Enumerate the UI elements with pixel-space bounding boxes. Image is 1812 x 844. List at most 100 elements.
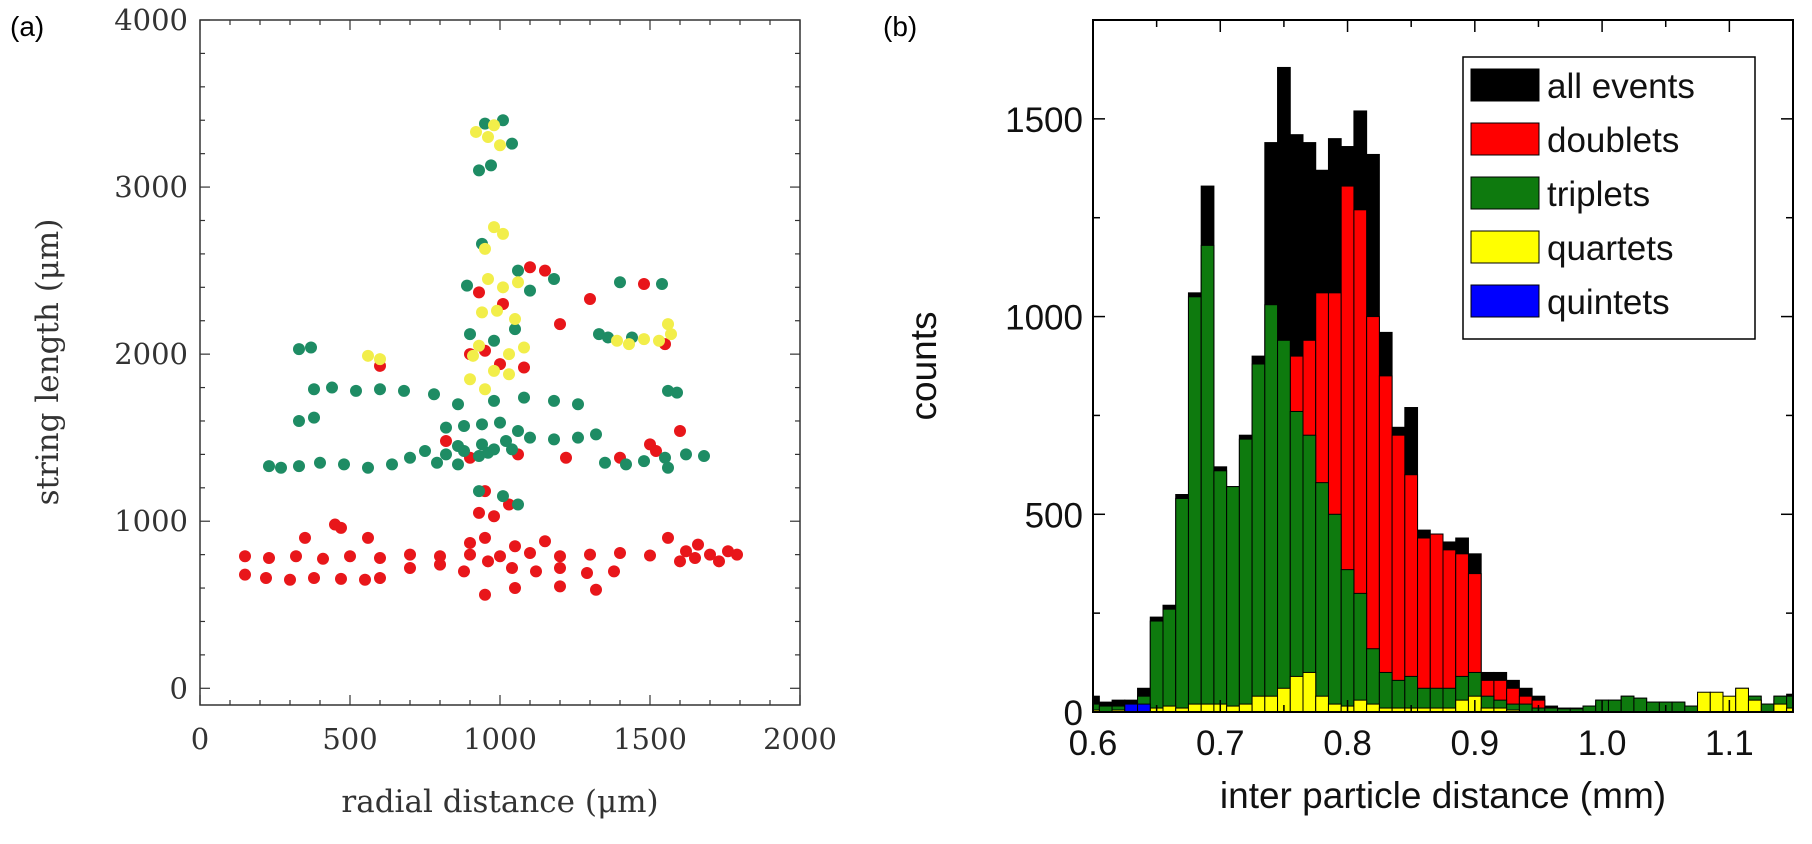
bar-quartets	[1735, 687, 1749, 713]
doublets-point	[509, 540, 521, 553]
bar-triplets	[1760, 703, 1775, 713]
doublets-point	[434, 558, 446, 571]
doublets-point	[473, 286, 485, 299]
triplets-point	[488, 334, 500, 347]
triplets-point	[293, 460, 305, 473]
legend-label-all-events: all events	[1547, 67, 1695, 106]
doublets-point	[317, 552, 329, 565]
doublets-point	[335, 521, 347, 534]
quartets-point	[488, 364, 500, 377]
triplets-point	[458, 419, 470, 432]
y-tick-label-a: 4000	[114, 3, 188, 37]
doublets-point	[554, 550, 566, 563]
triplets-point	[620, 458, 632, 471]
triplets-point	[680, 448, 692, 461]
doublets-point	[260, 572, 272, 585]
doublets-point	[584, 293, 596, 306]
triplets-point	[374, 383, 386, 396]
legend-label-triplets: triplets	[1547, 175, 1650, 214]
quartets-point	[476, 306, 488, 319]
triplets-point	[638, 455, 650, 468]
doublets-point	[662, 531, 674, 544]
doublets-point	[554, 580, 566, 593]
doublets-point	[560, 451, 572, 464]
bar-quartets	[1315, 695, 1329, 713]
triplets-point	[398, 384, 410, 397]
quartets-point	[638, 333, 650, 346]
quartets-point	[470, 125, 482, 138]
doublets-point	[458, 565, 470, 578]
doublets-point	[473, 506, 485, 519]
bar-triplets	[1264, 304, 1279, 713]
bar-triplets	[1607, 699, 1622, 713]
triplets-point	[440, 421, 452, 434]
quartets-point	[362, 349, 374, 362]
quartets-point	[482, 272, 494, 285]
quartets-point	[662, 318, 674, 331]
doublets-point	[344, 550, 356, 563]
triplets-point	[338, 458, 350, 471]
doublets-point	[524, 546, 536, 559]
triplets-point	[275, 461, 287, 474]
triplets-point	[431, 456, 443, 469]
doublets-point	[404, 548, 416, 561]
chart-b: (b) 0.6 0.7 0.8 0.9 1.0 1.1 0 500 1000 1500 inter…	[883, 11, 1794, 816]
bar-quartets	[1251, 695, 1266, 713]
doublets-point	[689, 551, 701, 564]
doublets-point	[584, 548, 596, 561]
triplets-point	[497, 114, 509, 127]
x-tick-label-a: 500	[322, 722, 377, 756]
scatter-points-a	[239, 114, 743, 601]
doublets-point	[722, 545, 734, 558]
bar-triplets	[1315, 482, 1329, 713]
triplets-point	[476, 418, 488, 431]
x-tick-label-a: 0	[191, 722, 209, 756]
triplets-point	[506, 137, 518, 150]
x-axis-label-b: inter particle distance (mm)	[1220, 775, 1666, 816]
doublets-point	[524, 261, 536, 274]
triplets-point	[308, 411, 320, 424]
tick-group-b: 0.6 0.7 0.8 0.9 1.0 1.1 0 500 1000 1500	[1005, 19, 1794, 763]
bar-quartets	[1327, 703, 1342, 713]
x-tick-label-a: 1500	[613, 722, 687, 756]
doublets-point	[284, 573, 296, 586]
quartets-point	[494, 139, 506, 152]
triplets-point	[506, 443, 518, 456]
doublets-point	[614, 546, 626, 559]
triplets-point	[590, 428, 602, 441]
legend-swatch-triplets	[1470, 176, 1540, 210]
bar-group-b	[1092, 66, 1794, 713]
x-tick-label-a: 2000	[763, 722, 837, 756]
bar-triplets	[1162, 608, 1177, 713]
triplets-point	[404, 451, 416, 464]
triplets-point	[512, 425, 524, 437]
triplets-point	[497, 490, 509, 503]
bar-quartets	[1773, 703, 1788, 713]
doublets-point	[530, 565, 542, 578]
bar-quartets	[1366, 703, 1380, 713]
x-tick-label-b: 0.6	[1069, 724, 1118, 763]
triplets-point	[326, 381, 338, 394]
triplets-point	[476, 438, 488, 451]
triplets-point	[485, 159, 497, 172]
bar-doublets	[1417, 537, 1431, 713]
quartets-point	[665, 328, 677, 341]
bar-quartets	[1238, 703, 1253, 713]
doublets-point	[644, 549, 656, 562]
doublets-point	[608, 565, 620, 578]
triplets-point	[572, 431, 584, 444]
doublets-point	[674, 555, 686, 568]
bar-quartets	[1747, 699, 1762, 713]
doublets-point	[482, 555, 494, 568]
doublets-point	[554, 318, 566, 331]
triplets-point	[452, 398, 464, 411]
chart-a: (a) 0 500 1000 1500 2000 0 1000 2000 3000 4000 ra…	[10, 3, 837, 820]
triplets-point	[452, 458, 464, 471]
doublets-point	[731, 548, 743, 561]
triplets-point	[659, 451, 671, 464]
bar-triplets	[1200, 244, 1215, 713]
plot-frame-b	[1092, 19, 1794, 713]
bar-triplets	[1175, 497, 1189, 713]
doublets-point	[359, 573, 371, 586]
